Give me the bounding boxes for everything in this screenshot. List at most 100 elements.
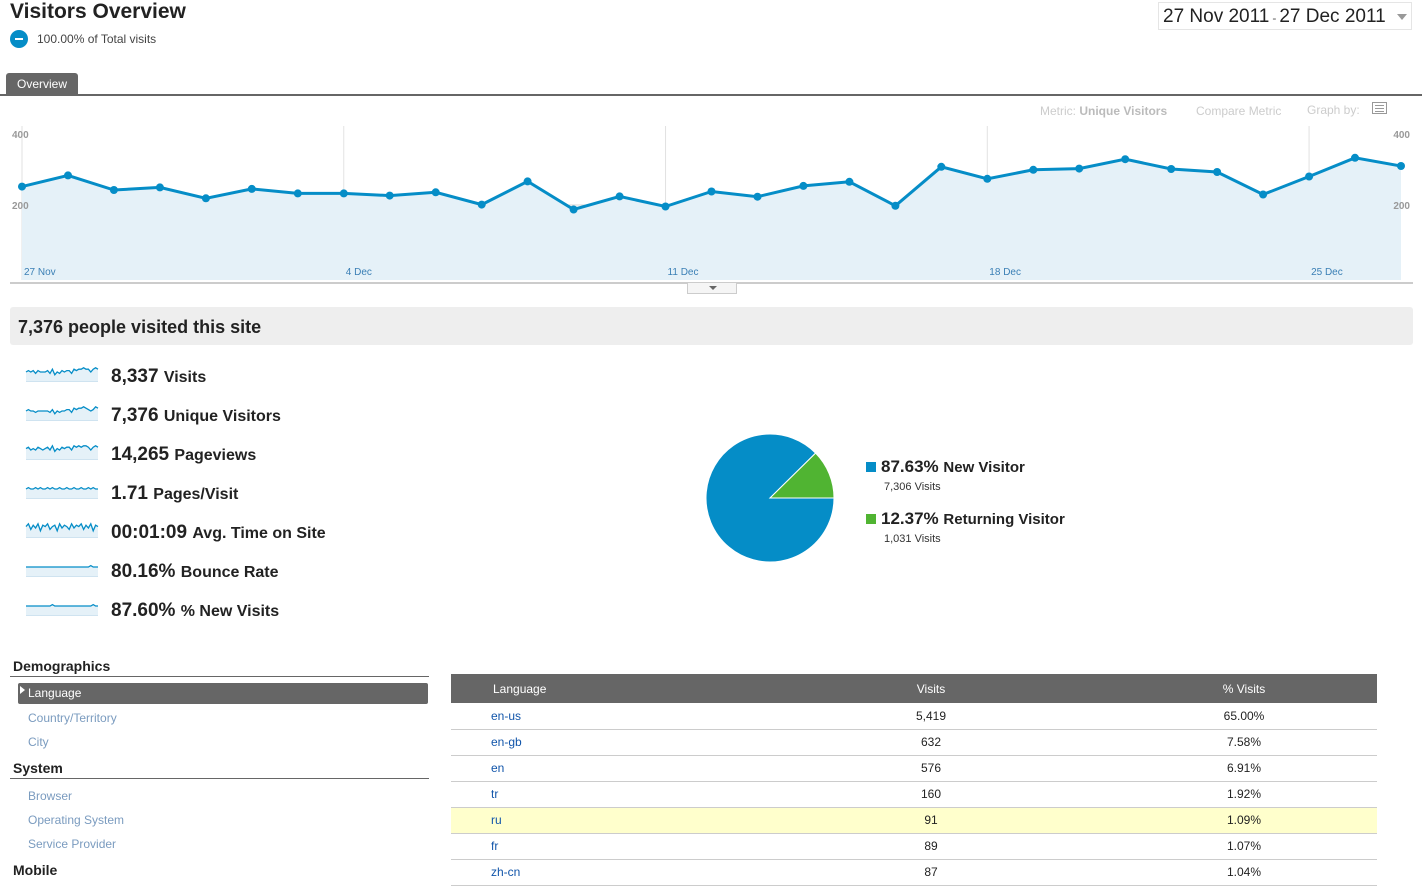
page-title: Visitors Overview [10, 0, 186, 23]
sparkline-line [25, 522, 99, 533]
nav-item-country[interactable]: Country/Territory [28, 711, 117, 725]
series-area [22, 157, 1401, 280]
sparkline [25, 405, 99, 421]
date-range-picker[interactable]: 27 Nov 2011-27 Dec 2011 [1158, 2, 1412, 30]
x-tick-label: 25 Dec [1311, 267, 1343, 278]
metric-number: 1.71 [111, 483, 148, 504]
legend-returning-visits: 1,031 Visits [884, 533, 941, 545]
cell-language-link[interactable]: en-gb [451, 729, 751, 756]
cell-percent-visits: 65.00% [1111, 703, 1377, 730]
x-tick-label: 11 Dec [668, 267, 699, 278]
data-point [155, 183, 164, 192]
date-end: 27 Dec 2011 [1279, 6, 1386, 27]
data-point [477, 200, 486, 209]
nav-item-language[interactable]: Language [18, 683, 428, 704]
data-point [523, 177, 532, 186]
data-point [1167, 165, 1176, 173]
visitors-line-chart: 200 200 400 400 27 Nov 4 Dec 11 Dec 18 Dec 25 De… [10, 126, 1413, 284]
table-row[interactable]: en-gb 632 7.58% [451, 729, 1377, 756]
chevron-down-icon[interactable] [1397, 14, 1407, 20]
sparkline [25, 444, 99, 460]
data-point [293, 189, 302, 198]
data-point [247, 184, 256, 193]
metric-row: 14,265 Pageviews [25, 439, 445, 467]
y-tick-label-right: 200 [1393, 201, 1410, 212]
data-point [845, 177, 854, 186]
cell-language-link[interactable]: en-us [451, 703, 751, 730]
table-row[interactable]: tr 160 1.92% [451, 781, 1377, 808]
metric-row: 7,376 Unique Visitors [25, 400, 445, 428]
data-point [569, 205, 578, 214]
column-header-visits[interactable]: Visits [751, 674, 1111, 703]
sparkline-line [25, 444, 99, 453]
cell-visits: 632 [751, 729, 1111, 756]
metric-row: 00:01:09 Avg. Time on Site [25, 517, 445, 545]
data-point [707, 187, 716, 196]
date-separator: - [1272, 11, 1277, 25]
cell-visits: 89 [751, 833, 1111, 860]
language-table: Language Visits % Visits en-us 5,419 65.00… [451, 674, 1377, 886]
segment-pie-icon[interactable] [10, 30, 28, 48]
compare-metric-button[interactable]: Compare Metric [1196, 104, 1282, 118]
cell-language-link[interactable]: en [451, 755, 751, 782]
cell-percent-visits: 7.58% [1111, 729, 1377, 756]
nav-section-system: System [13, 760, 63, 776]
data-point [385, 191, 394, 200]
data-point [1075, 164, 1084, 173]
nav-item-browser[interactable]: Browser [28, 789, 73, 803]
x-tick-label: 18 Dec [989, 267, 1021, 278]
metric-number: 87.60% [111, 600, 176, 621]
data-point [64, 171, 72, 180]
table-row[interactable]: zh-cn 87 1.04% [451, 859, 1377, 886]
nav-section-mobile: Mobile [13, 862, 58, 878]
data-point [1351, 153, 1359, 162]
cell-visits: 576 [751, 755, 1111, 782]
metric-selector[interactable]: Metric: Unique Visitors [1040, 104, 1167, 118]
graph-by-icon[interactable] [1372, 102, 1387, 114]
legend-new-percent: 87.63% [881, 457, 939, 476]
chart-collapse-handle[interactable] [687, 283, 737, 294]
cell-language-link[interactable]: ru [451, 807, 751, 834]
data-point [431, 188, 440, 197]
cell-percent-visits: 1.04% [1111, 859, 1377, 886]
metric-label: Bounce Rate [180, 564, 279, 581]
cell-language-link[interactable]: tr [451, 781, 751, 808]
metric-value: Unique Visitors [1079, 104, 1168, 118]
nav-item-service-provider[interactable]: Service Provider [28, 837, 117, 851]
data-point [18, 182, 26, 191]
cell-language-link[interactable]: fr [451, 833, 751, 860]
metric-value: 00:01:09 Avg. Time on Site [111, 522, 326, 544]
nav-item-city[interactable]: City [28, 735, 49, 749]
sparkline-line [25, 405, 99, 415]
table-row[interactable]: en 576 6.91% [451, 755, 1377, 782]
tab-overview[interactable]: Overview [6, 73, 78, 95]
column-header-percent-visits[interactable]: % Visits [1111, 674, 1377, 703]
table-row[interactable]: en-us 5,419 65.00% [451, 703, 1377, 730]
sparkline [25, 367, 99, 382]
metric-row: 80.16% Bounce Rate [25, 556, 445, 584]
metric-number: 14,265 [111, 444, 170, 465]
table-row[interactable]: fr 89 1.07% [451, 833, 1377, 860]
sparkline-line [26, 564, 98, 568]
cell-percent-visits: 1.09% [1111, 807, 1377, 834]
table-row[interactable]: ru 91 1.09% [451, 807, 1377, 834]
data-point [799, 181, 808, 190]
sparkline-line [25, 486, 98, 490]
metric-row: 87.60% % New Visits [25, 595, 445, 623]
legend-swatch-returning [866, 514, 876, 524]
data-point [1213, 168, 1222, 176]
metric-value: 7,376 Unique Visitors [111, 405, 281, 427]
cell-language-link[interactable]: zh-cn [451, 859, 751, 886]
data-point [1259, 190, 1268, 199]
cell-percent-visits: 1.07% [1111, 833, 1377, 860]
metric-value: 1.71 Pages/Visit [111, 483, 238, 505]
column-header-language[interactable]: Language [451, 674, 751, 703]
metric-row: 1.71 Pages/Visit [25, 478, 445, 506]
nav-item-operating-system[interactable]: Operating System [28, 813, 125, 827]
metric-number: 7,376 [111, 405, 159, 426]
visitor-type-pie-chart [705, 433, 835, 563]
metric-label: Pageviews [174, 447, 257, 464]
data-point [1397, 162, 1405, 170]
legend-swatch-new [866, 462, 876, 472]
y-tick-label-right: 400 [1393, 130, 1410, 141]
